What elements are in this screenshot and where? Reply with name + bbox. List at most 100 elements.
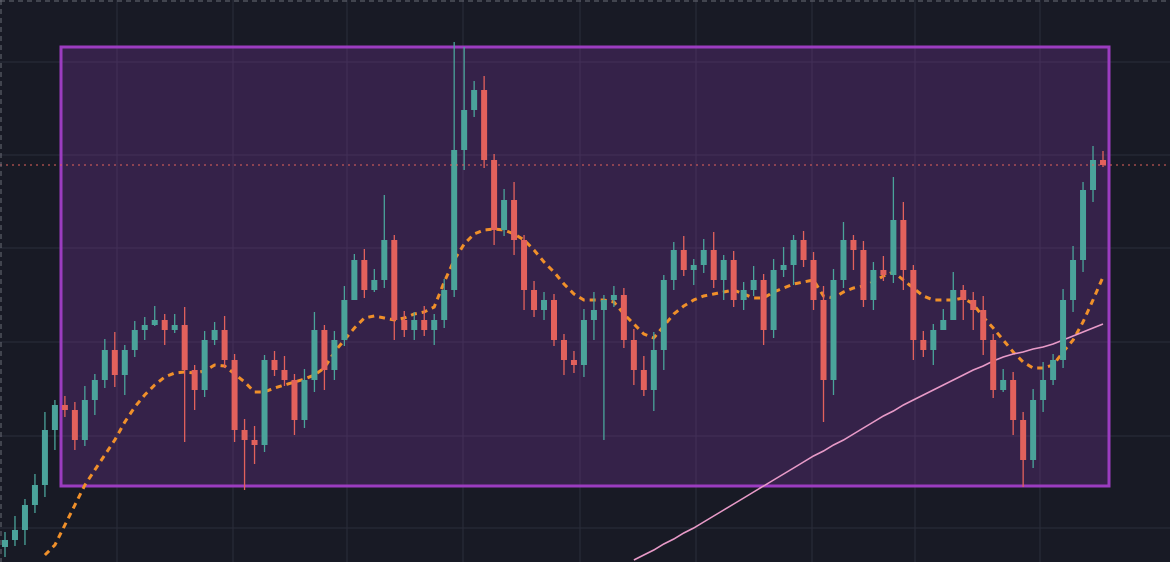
candle-body <box>970 300 977 310</box>
candle-body <box>11 530 18 540</box>
candle-body <box>1100 160 1106 165</box>
candle-body <box>151 320 158 325</box>
candle-body <box>1030 400 1037 460</box>
candle-body <box>371 280 378 290</box>
candle-body <box>191 370 198 390</box>
candle-body <box>501 200 508 230</box>
candle-body <box>61 405 68 410</box>
candle-body <box>950 290 957 320</box>
horizontal-grid <box>0 61 1170 529</box>
moving-average-dashed <box>43 227 1105 557</box>
rectangle-drawing[interactable] <box>59 45 1111 488</box>
candle-body <box>1050 360 1057 380</box>
candle-body <box>331 340 338 370</box>
candle-body <box>570 360 577 365</box>
candle-body <box>81 400 88 440</box>
candle-body <box>451 150 458 290</box>
candle-body <box>590 310 597 320</box>
candle-body <box>780 265 787 270</box>
candle-body <box>241 430 248 440</box>
candle-body <box>940 320 947 330</box>
candle-body <box>421 320 428 330</box>
candle-body <box>541 300 548 310</box>
candle-body <box>730 260 737 300</box>
candle-body <box>291 380 298 420</box>
candle-body <box>181 325 188 370</box>
candle-body <box>261 360 268 445</box>
candle-body <box>171 325 178 330</box>
candle-body <box>910 270 917 340</box>
candle-body <box>710 250 717 280</box>
candle-body <box>121 350 128 375</box>
candle-body <box>481 90 488 160</box>
candle-body <box>690 265 697 270</box>
candle-body <box>760 280 767 330</box>
candle-body <box>521 240 528 290</box>
candle-body <box>600 300 607 310</box>
candle-body <box>311 330 318 380</box>
candle-body <box>101 350 108 380</box>
candle-body <box>141 325 148 330</box>
candle-body <box>301 380 308 420</box>
candle-body <box>980 310 987 340</box>
candle-body <box>281 370 288 380</box>
candle-body <box>91 380 98 400</box>
candle-body <box>790 240 797 265</box>
candle-body <box>880 270 887 275</box>
candle-body <box>131 330 138 350</box>
candle-body <box>640 370 647 390</box>
candle-body <box>920 340 927 350</box>
moving-average <box>633 323 1104 561</box>
candle-body <box>41 430 48 485</box>
candle-body <box>431 320 438 330</box>
candle-body <box>511 200 518 240</box>
candle-body <box>1000 380 1007 390</box>
candle-body <box>800 240 807 260</box>
candle-body <box>700 250 707 265</box>
candle-body <box>341 300 348 340</box>
candle-body <box>31 485 38 505</box>
candle-body <box>990 340 997 390</box>
candle-body <box>610 295 617 300</box>
candle-body <box>251 440 258 445</box>
candle-body <box>650 350 657 390</box>
candle-body <box>860 250 867 300</box>
candle-body <box>820 300 827 380</box>
candle-body <box>810 260 817 300</box>
candle-body <box>411 320 418 330</box>
candle-body <box>850 240 857 250</box>
candle-body <box>1060 300 1067 360</box>
candle-body <box>321 330 328 370</box>
candle-body <box>680 250 687 270</box>
candle-body <box>271 360 278 370</box>
candle-body <box>670 250 677 280</box>
candle-body <box>630 340 637 370</box>
candle-body <box>720 260 727 280</box>
candle-body <box>660 280 667 350</box>
candle-body <box>1090 160 1097 190</box>
candle-body <box>401 320 408 330</box>
candle-body <box>361 260 368 290</box>
candle-body <box>1020 420 1027 460</box>
candle-body <box>391 240 398 320</box>
candle-body <box>21 505 28 530</box>
candle-body <box>560 340 567 360</box>
candle-body <box>161 320 168 330</box>
candle-body <box>1080 190 1087 260</box>
candle-body <box>531 290 538 310</box>
candle-body <box>551 300 557 340</box>
candle-body <box>201 340 208 390</box>
candle-body <box>1070 260 1077 300</box>
candle-body <box>211 330 218 340</box>
candle-body <box>580 320 587 365</box>
candle-body <box>890 220 897 275</box>
candle-body <box>750 280 757 290</box>
candle-body <box>900 220 907 270</box>
candle-body <box>2 540 8 547</box>
candle-body <box>770 270 777 330</box>
candle-body <box>840 240 847 280</box>
candle-body <box>740 290 747 300</box>
